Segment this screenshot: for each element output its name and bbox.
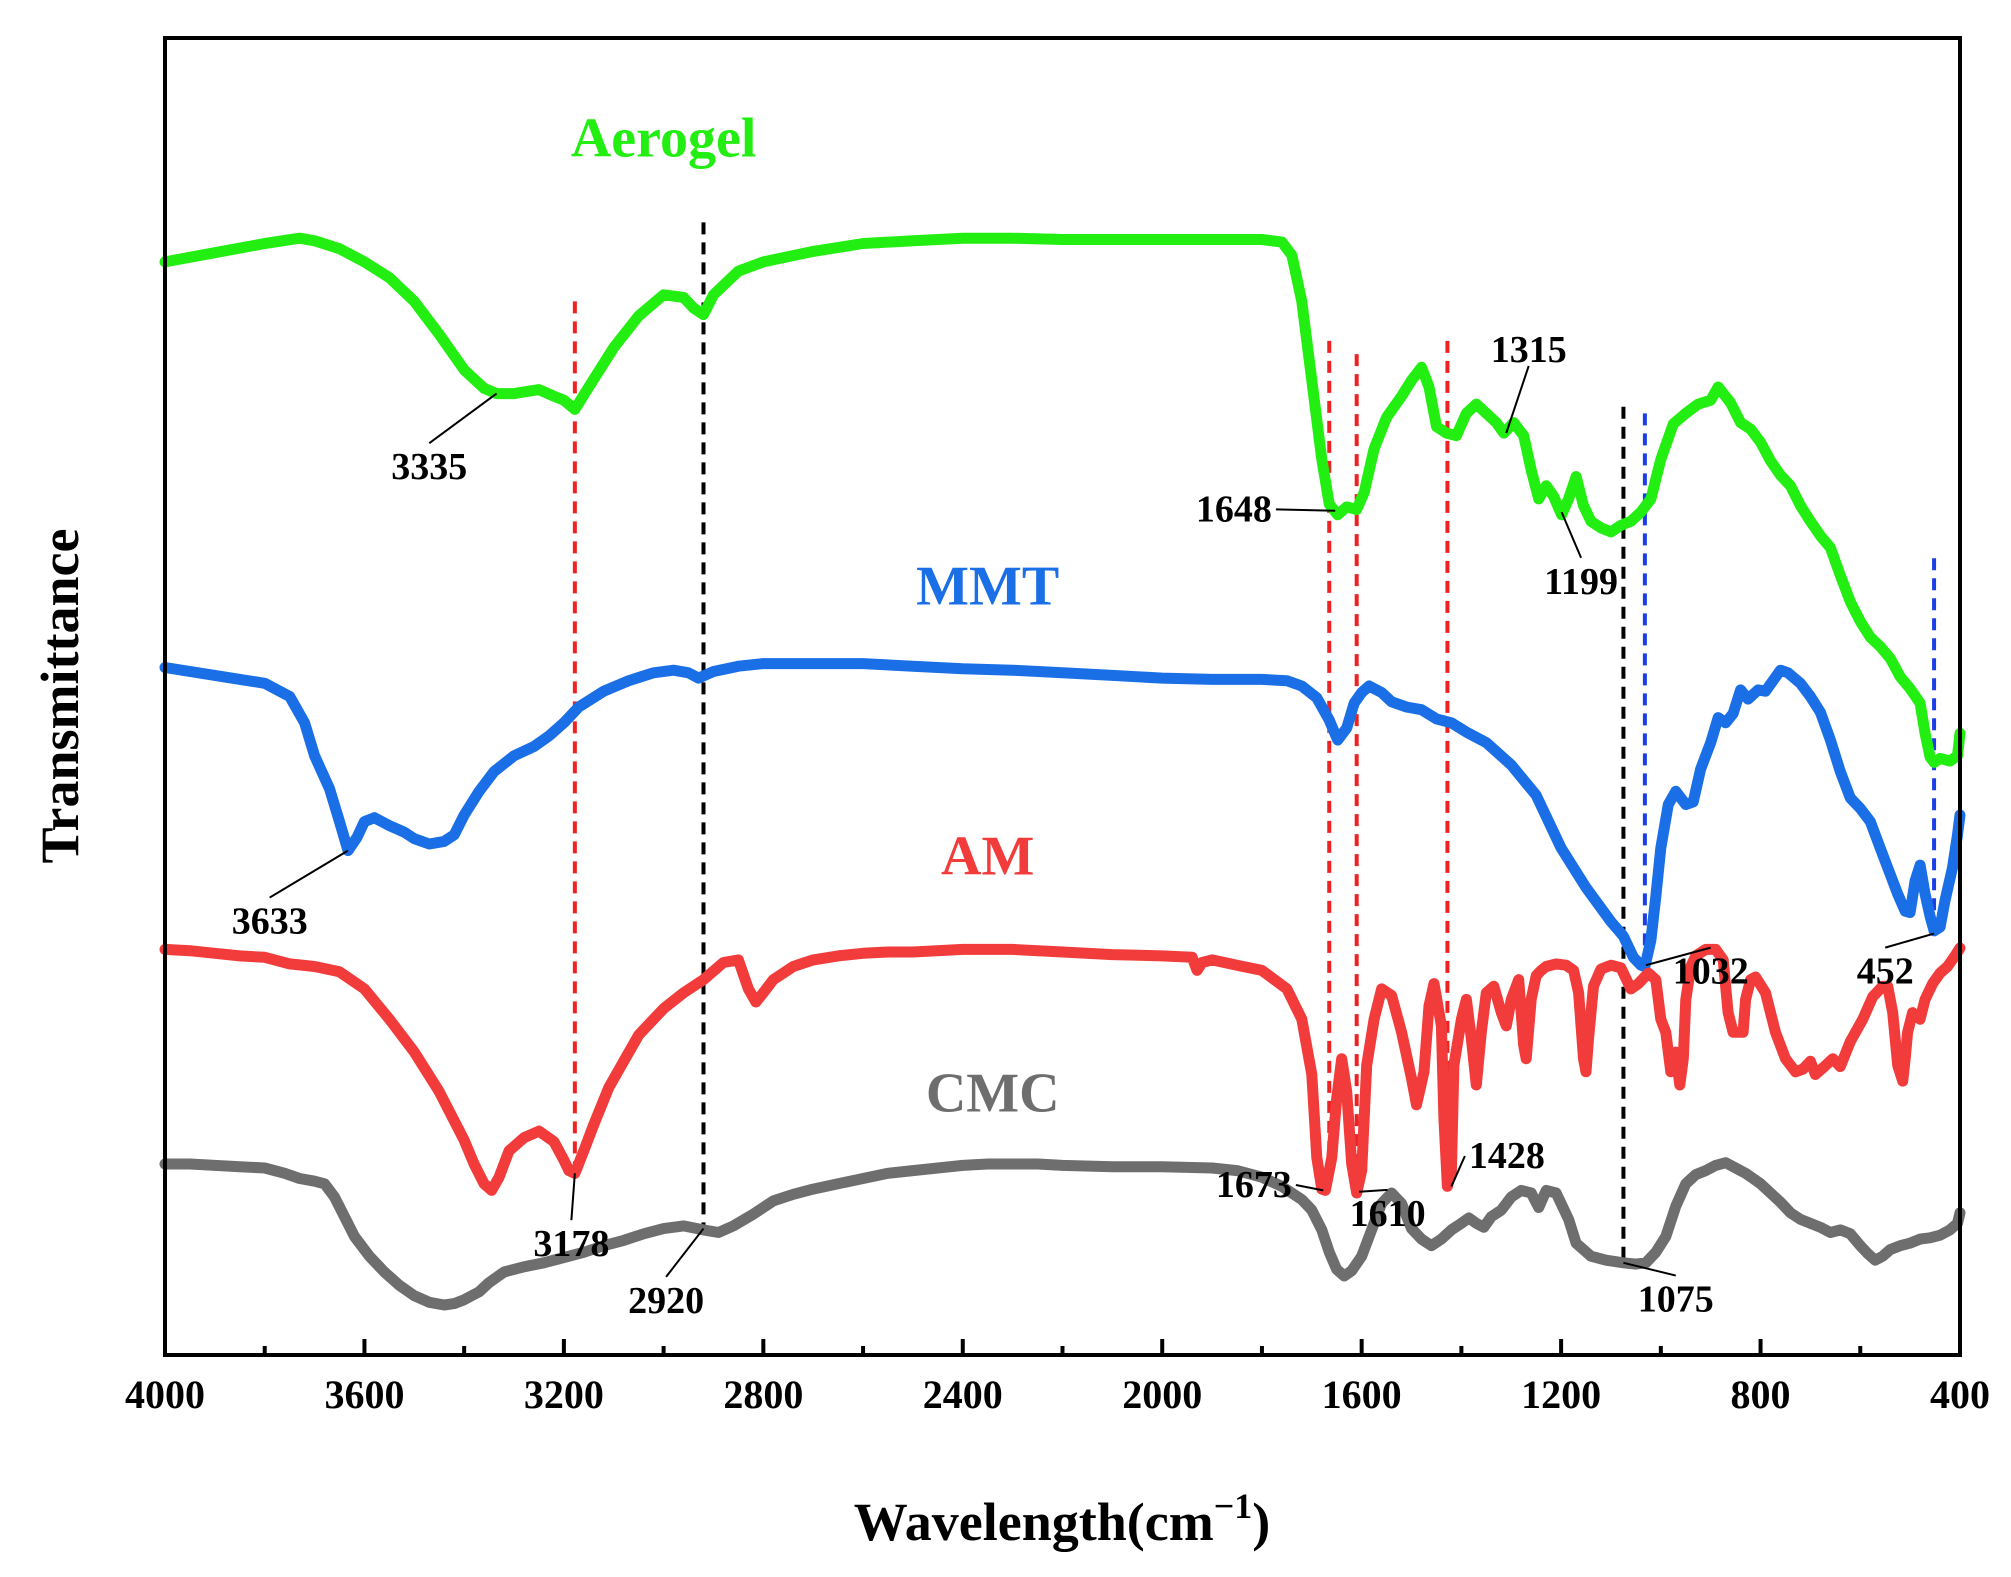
annotation-label-1075: 1075 [1638,1279,1714,1321]
series-label-cmc: CMC [926,1062,1060,1124]
annotation-label-1032: 1032 [1673,951,1749,993]
series-labels: Aerogel MMT AM CMC [571,108,1060,1125]
annotation-leader-1648 [1275,508,1336,512]
x-axis-ticks: 4000 3600 3200 2800 2400 2000 1600 1200 800 400 [125,1339,1990,1417]
annotation-leader-1075 [1623,1261,1677,1277]
annotation-leader-3178 [570,1173,576,1221]
x-tick-label-400: 400 [1930,1372,1990,1417]
x-axis-title-close: ) [1252,1492,1270,1552]
annotation-leader-1199 [1560,511,1582,559]
series-line-am [159,942,1966,1199]
annotation-leader-1428 [1450,1155,1466,1187]
annotation-leader-1315 [1505,365,1530,434]
annotation-label-3335: 3335 [391,446,467,488]
series-line-aerogel [159,232,1966,768]
series-label-mmt: MMT [916,555,1059,617]
annotation-label-2920: 2920 [628,1280,704,1322]
reference-lines [572,222,1937,1263]
series-line-cmc [159,1157,1966,1311]
series-label-am: AM [941,825,1034,887]
annotation-leader-1032 [1645,946,1711,967]
annotation-label-1428: 1428 [1469,1135,1545,1177]
annotation-leader-3633 [269,849,349,899]
annotation-label-1673: 1673 [1216,1164,1292,1206]
annotation-label-452: 452 [1857,951,1914,993]
y-axis-title: Transmittance [30,529,90,864]
annotation-leader-2920 [665,1227,705,1278]
annotation-label-1610: 1610 [1350,1193,1426,1235]
x-tick-label-3200: 3200 [524,1372,604,1417]
x-tick-label-1600: 1600 [1322,1372,1402,1417]
annotation-leader-3335 [428,392,498,445]
annotation-leader-1673 [1295,1183,1324,1192]
x-tick-label-3600: 3600 [324,1372,404,1417]
series-label-aerogel: Aerogel [571,108,757,170]
annotation-label-1648: 1648 [1196,488,1272,530]
x-axis-title-sup: −1 [1214,1486,1253,1526]
annotation-label-1315: 1315 [1491,329,1567,371]
series-lines [159,232,1966,1311]
x-tick-label-800: 800 [1731,1372,1791,1417]
annotation-label-3178: 3178 [533,1223,609,1265]
x-axis-title: Wavelength(cm−1) [854,1486,1270,1552]
x-tick-label-4000: 4000 [125,1372,205,1417]
x-tick-label-2800: 2800 [723,1372,803,1417]
x-axis-title-main: Wavelength(cm [854,1492,1214,1552]
annotation-labels: 3335 3178 3633 2920 1648 1315 1199 1673 1610 1428… [232,329,1914,1322]
annotation-leader-452 [1884,932,1935,949]
series-line-mmt [159,658,1966,972]
x-tick-label-2000: 2000 [1122,1372,1202,1417]
annotation-leaders [269,365,1935,1278]
annotation-label-3633: 3633 [232,901,308,943]
x-tick-label-2400: 2400 [923,1372,1003,1417]
annotation-label-1199: 1199 [1544,561,1618,603]
annotation-leader-1610 [1359,1188,1388,1193]
x-tick-label-1200: 1200 [1521,1372,1601,1417]
